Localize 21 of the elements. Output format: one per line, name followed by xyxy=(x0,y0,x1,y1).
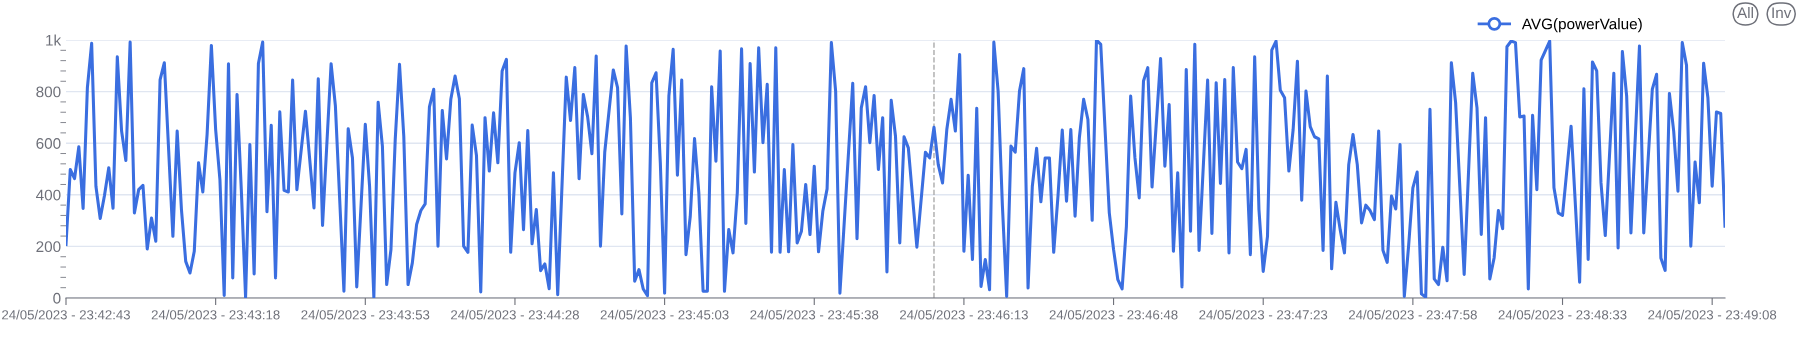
y-tick-label: 200 xyxy=(36,241,61,253)
y-tick-label: 0 xyxy=(53,292,61,304)
x-tick-label: 24/05/2023 - 23:42:43 xyxy=(2,309,130,320)
y-tick-label: 600 xyxy=(36,138,61,149)
legend-label: AVG(powerValue) xyxy=(1521,18,1642,33)
x-tick-label: 24/05/2023 - 23:43:18 xyxy=(151,309,280,320)
x-tick-label: 24/05/2023 - 23:44:28 xyxy=(451,309,579,320)
text: All xyxy=(1737,6,1753,18)
x-tick-label: 24/05/2023 - 23:46:48 xyxy=(1049,309,1178,320)
x-tick-label: 24/05/2023 - 23:47:23 xyxy=(1199,309,1328,320)
x-tick-label: 24/05/2023 - 23:45:38 xyxy=(750,309,879,320)
text: Inv xyxy=(1772,7,1792,18)
x-tick-label: 24/05/2023 - 23:48:33 xyxy=(1498,309,1627,320)
x-tick-label: 24/05/2023 - 23:49:08 xyxy=(1648,309,1777,320)
x-tick-label: 24/05/2023 - 23:45:03 xyxy=(600,309,729,320)
y-tick-label: 400 xyxy=(36,189,61,201)
x-tick-label: 24/05/2023 - 23:47:58 xyxy=(1348,309,1477,320)
y-tick-label: 1k xyxy=(46,34,62,46)
x-tick-label: 24/05/2023 - 23:43:53 xyxy=(301,309,430,320)
x-tick-label: 24/05/2023 - 23:46:13 xyxy=(900,309,1028,320)
y-tick-label: 800 xyxy=(36,86,61,98)
